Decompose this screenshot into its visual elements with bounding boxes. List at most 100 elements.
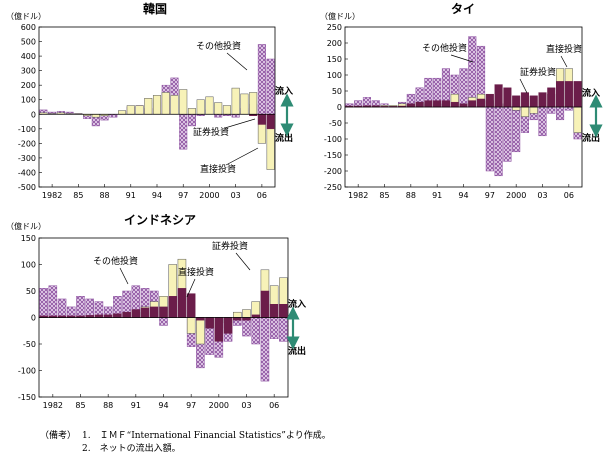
x-tick-label: 06 <box>257 191 267 200</box>
y-tick-label: 0 <box>31 110 36 119</box>
bar-fdi <box>141 308 149 318</box>
bar-fdi <box>539 93 547 107</box>
y-unit-label: （億ドル） <box>6 221 46 231</box>
y-tick-label: -250 <box>324 183 342 192</box>
bar-other <box>110 114 118 117</box>
annotation-leader <box>227 53 247 70</box>
bar-other <box>86 299 94 318</box>
bar-portfolio <box>136 106 144 115</box>
bar-other <box>232 114 240 117</box>
bar-other <box>58 299 66 318</box>
bar-other <box>556 107 564 120</box>
bar-other <box>495 107 503 176</box>
bar-other <box>547 107 555 113</box>
bar-portfolio <box>249 92 257 114</box>
bar-other <box>267 59 275 114</box>
bar-portfolio <box>242 310 250 318</box>
y-tick-label: -400 <box>18 168 36 177</box>
bar-other <box>468 37 476 107</box>
bar-portfolio <box>241 94 249 114</box>
annotation-label: 証券投資 <box>212 240 248 252</box>
note-item-2: 2. ネットの流出入額。 <box>82 441 181 454</box>
bar-other <box>214 114 222 117</box>
bar-fdi <box>468 101 476 107</box>
x-tick-label: 85 <box>379 191 389 200</box>
note-item-1: 1. ＩＭＦ“International Financial Statistic… <box>82 428 331 441</box>
x-tick-label: 88 <box>99 191 109 200</box>
chart-title: タイ <box>451 2 475 16</box>
x-tick-label: 1982 <box>42 191 62 200</box>
bar-fdi <box>150 307 158 318</box>
bar-portfolio <box>574 107 582 133</box>
y-tick-label: -200 <box>18 139 36 148</box>
y-tick-label: 500 <box>21 38 36 47</box>
legend-outflow: 流出 <box>275 132 293 144</box>
bar-other <box>49 286 57 318</box>
series-portfolio <box>40 88 275 169</box>
x-tick-label: 94 <box>158 401 168 410</box>
bar-portfolio <box>171 95 179 114</box>
bar-other <box>512 107 520 152</box>
bar-other <box>258 44 266 114</box>
legend-outflow: 流出 <box>288 345 306 357</box>
x-tick-label: 06 <box>269 401 279 410</box>
bar-portfolio <box>232 88 240 114</box>
annotation-leader <box>225 119 255 128</box>
bar-other <box>486 107 494 171</box>
bar-portfolio <box>530 107 538 113</box>
bar-portfolio <box>223 106 231 115</box>
y-tick-label: 250 <box>327 23 342 32</box>
x-tick-label: 06 <box>564 191 574 200</box>
bar-other <box>279 318 287 342</box>
bar-portfolio <box>187 318 195 334</box>
bar-fdi <box>556 81 564 107</box>
x-tick-label: 2000 <box>199 191 219 200</box>
bar-other <box>539 107 547 136</box>
bar-fdi <box>460 104 468 107</box>
x-tick-label: 1982 <box>43 401 63 410</box>
y-tick-label: 200 <box>21 81 36 90</box>
bar-fdi <box>574 81 582 107</box>
x-tick-label: 03 <box>231 191 241 200</box>
x-tick-label: 97 <box>186 401 196 410</box>
y-tick-label: 0 <box>337 103 342 112</box>
legend-outflow: 流出 <box>582 132 600 144</box>
bar-fdi <box>565 81 573 107</box>
bar-portfolio <box>162 92 170 114</box>
bar-portfolio <box>196 318 204 345</box>
bar-portfolio <box>127 106 135 115</box>
y-tick-label: 150 <box>327 55 342 64</box>
y-tick-label: -100 <box>18 125 36 134</box>
bar-fdi <box>113 314 121 318</box>
annotation-label: その他投資 <box>422 42 467 54</box>
bar-portfolio <box>179 90 187 115</box>
bar-fdi <box>416 102 424 107</box>
bar-fdi <box>270 304 278 317</box>
y-tick-label: 600 <box>21 23 36 32</box>
legend-inflow: 流入 <box>275 85 293 97</box>
y-unit-label: （億ドル） <box>320 11 360 21</box>
x-tick-label: 2000 <box>209 401 229 410</box>
bar-portfolio <box>92 114 100 117</box>
bar-fdi <box>433 101 441 107</box>
y-tick-label: 50 <box>332 87 342 96</box>
bar-fdi <box>530 96 538 107</box>
bar-fdi <box>123 312 131 317</box>
bar-fdi <box>425 101 433 107</box>
x-tick-label: 03 <box>241 401 251 410</box>
bar-fdi <box>206 318 214 329</box>
bar-fdi <box>547 88 555 107</box>
bar-fdi <box>258 114 266 124</box>
bar-other <box>565 107 573 110</box>
annotation-leader <box>236 253 250 270</box>
x-tick-label: 97 <box>178 191 188 200</box>
bar-other <box>270 318 278 339</box>
chart-title: 韓国 <box>143 1 167 16</box>
x-tick-label: 94 <box>152 191 162 200</box>
x-tick-label: 1982 <box>348 191 368 200</box>
legend-inflow: 流入 <box>582 87 600 99</box>
annotation-leader <box>520 79 527 93</box>
bar-fdi <box>486 94 494 107</box>
